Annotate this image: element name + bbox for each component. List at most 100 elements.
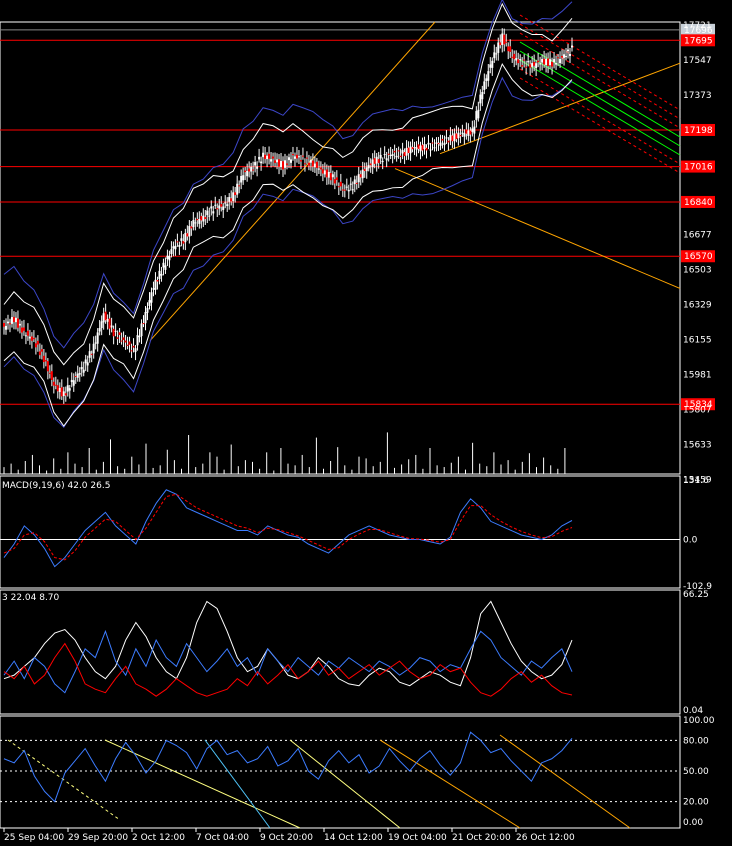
candle-body bbox=[246, 170, 249, 177]
candle-body bbox=[391, 154, 394, 156]
candle-body bbox=[569, 54, 572, 56]
candle-body bbox=[62, 391, 65, 397]
candle-body bbox=[545, 58, 548, 66]
candle-body bbox=[158, 270, 161, 279]
candle-body bbox=[549, 59, 552, 66]
candle-body bbox=[435, 142, 438, 144]
candle-body bbox=[399, 155, 402, 158]
candle-body bbox=[517, 59, 520, 64]
candle-body bbox=[122, 337, 125, 340]
candle-body bbox=[126, 344, 129, 346]
candle-body bbox=[481, 91, 484, 100]
stochastic-series-layer: 100.00 80.00 50.00 20.00 0.00 bbox=[0, 716, 715, 829]
candle-body bbox=[244, 170, 247, 173]
stochastic-panel[interactable] bbox=[0, 715, 681, 829]
candle-body bbox=[180, 238, 183, 241]
candle-body bbox=[46, 361, 49, 372]
x-axis-tick-label: 25 Sep 04:00 bbox=[4, 833, 64, 843]
candle-body bbox=[345, 186, 348, 188]
candle-body bbox=[419, 145, 422, 152]
candle-body bbox=[361, 169, 364, 179]
price-tick-label: 15807 bbox=[683, 406, 712, 416]
candle-body bbox=[405, 147, 408, 156]
candle-body bbox=[228, 197, 231, 202]
candle-body bbox=[529, 64, 532, 68]
candle-body bbox=[12, 316, 15, 323]
candle-body bbox=[234, 192, 237, 196]
candle-body bbox=[337, 186, 340, 188]
fib-diagonal-line bbox=[499, 734, 631, 829]
price-tick-label: 16503 bbox=[683, 266, 712, 276]
candle-body bbox=[501, 33, 504, 45]
candle-body bbox=[395, 155, 398, 158]
candle-body bbox=[22, 327, 25, 331]
candle-body bbox=[150, 292, 153, 303]
channel-line bbox=[519, 77, 681, 174]
price-level-label: 15834 bbox=[684, 400, 713, 410]
candle-body bbox=[413, 147, 416, 149]
candle-body bbox=[403, 152, 406, 157]
candle-body bbox=[142, 323, 145, 325]
candle-body bbox=[515, 58, 518, 61]
candle-body bbox=[108, 318, 111, 329]
candle-body bbox=[521, 65, 524, 67]
candle-body bbox=[359, 174, 362, 178]
candle-body bbox=[54, 384, 57, 386]
candle-body bbox=[451, 135, 454, 142]
candle-body bbox=[535, 63, 538, 69]
candle-body bbox=[531, 63, 534, 67]
price-level-label: 17198 bbox=[684, 126, 713, 136]
adx-panel[interactable] bbox=[0, 589, 681, 715]
candle-body bbox=[479, 94, 482, 104]
adx-tick-label: 0.04 bbox=[683, 706, 703, 716]
macd-panel[interactable] bbox=[0, 475, 681, 589]
candle-body bbox=[425, 147, 428, 151]
candle-body bbox=[373, 158, 376, 164]
candle-body bbox=[78, 373, 81, 375]
price-level-box bbox=[681, 123, 715, 136]
stochastic-line bbox=[3, 731, 573, 803]
candle-body bbox=[148, 300, 151, 306]
candle-body bbox=[156, 280, 159, 282]
candle-body bbox=[252, 169, 255, 171]
candle-body bbox=[18, 323, 21, 326]
candle-body bbox=[495, 53, 498, 55]
candle-body bbox=[192, 220, 195, 228]
candle-body bbox=[52, 381, 55, 386]
trend-line-down bbox=[394, 168, 681, 289]
candle-body bbox=[220, 203, 223, 207]
candle-body bbox=[523, 59, 526, 61]
candle-body bbox=[525, 66, 528, 68]
candle-body bbox=[321, 169, 324, 174]
candle-body bbox=[196, 218, 199, 221]
candle-body bbox=[393, 150, 396, 153]
adx-series-layer: 66.25 0.04 bbox=[3, 590, 709, 716]
candle-body bbox=[250, 166, 253, 172]
candle-body bbox=[513, 53, 516, 60]
price-panel[interactable] bbox=[0, 21, 681, 475]
candle-body bbox=[375, 156, 378, 164]
candle-body bbox=[411, 147, 414, 150]
price-level-box bbox=[681, 23, 715, 36]
candle-body bbox=[303, 163, 306, 165]
price-tick-label: 15459 bbox=[683, 476, 712, 486]
channel-line bbox=[519, 68, 681, 165]
candle-body bbox=[72, 380, 75, 386]
candle-body bbox=[383, 154, 386, 156]
candle-body bbox=[58, 388, 61, 393]
macd-title: MACD(9,19,6) 42.0 26.5 bbox=[2, 481, 110, 491]
candle-body bbox=[457, 132, 460, 139]
candle-body bbox=[16, 318, 19, 328]
candle-body bbox=[509, 46, 512, 52]
candle-body bbox=[377, 159, 380, 163]
candle-body bbox=[134, 348, 137, 353]
candle-body bbox=[264, 154, 267, 159]
candle-body bbox=[415, 147, 418, 150]
candle-body bbox=[487, 71, 490, 81]
candle-body bbox=[317, 168, 320, 170]
candle-body bbox=[559, 58, 562, 64]
candle-body bbox=[533, 61, 536, 66]
candle-body bbox=[325, 169, 328, 178]
macd-tick-label: 0.0 bbox=[683, 535, 698, 545]
